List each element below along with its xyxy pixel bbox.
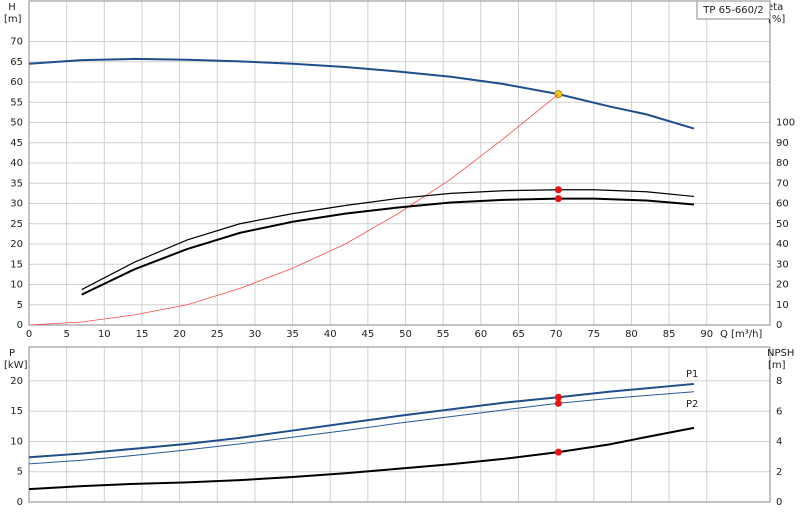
x-tick-label: 30 bbox=[249, 329, 262, 340]
duty-point bbox=[554, 399, 562, 407]
y-tick-label: 30 bbox=[10, 199, 23, 210]
y-tick-label: 20 bbox=[10, 239, 23, 250]
series-label: P2 bbox=[686, 399, 698, 410]
y2-tick-label: 8 bbox=[776, 376, 782, 387]
y-tick-label: 40 bbox=[10, 158, 23, 169]
y2-axis-unit: [m] bbox=[768, 360, 786, 371]
x-tick-label: 25 bbox=[211, 329, 224, 340]
y-tick-label: 10 bbox=[10, 280, 23, 291]
y-tick-label: 15 bbox=[10, 259, 23, 270]
y2-tick-label: 40 bbox=[776, 239, 789, 250]
y-tick-label: 55 bbox=[10, 97, 23, 108]
series-line bbox=[28, 57, 695, 130]
x-tick-label: 85 bbox=[663, 329, 676, 340]
y-tick-label: 35 bbox=[10, 178, 23, 189]
x-tick-label: 5 bbox=[63, 329, 69, 340]
x-tick-label: 15 bbox=[136, 329, 149, 340]
x-tick-label: 90 bbox=[700, 329, 713, 340]
duty-point bbox=[554, 195, 562, 203]
duty-point bbox=[554, 448, 562, 456]
x-tick-label: 75 bbox=[587, 329, 600, 340]
y2-tick-label: 50 bbox=[776, 219, 789, 230]
y2-tick-label: 4 bbox=[776, 437, 782, 448]
y-tick-label: 5 bbox=[17, 467, 23, 478]
x-tick-label: 70 bbox=[550, 329, 563, 340]
duty-point bbox=[554, 393, 562, 401]
y2-axis-label: NPSH bbox=[767, 348, 794, 359]
y2-tick-label: 80 bbox=[776, 158, 789, 169]
x-tick-label: 0 bbox=[26, 329, 32, 340]
y-axis-unit: [m] bbox=[4, 14, 22, 25]
y2-tick-label: 100 bbox=[776, 118, 795, 129]
y-axis-label: H bbox=[8, 2, 16, 13]
x-tick-label: 40 bbox=[324, 329, 337, 340]
y2-tick-label: 60 bbox=[776, 199, 789, 210]
y-tick-label: 70 bbox=[10, 37, 23, 48]
y2-tick-label: 70 bbox=[776, 178, 789, 189]
x-tick-label: 60 bbox=[474, 329, 487, 340]
y-axis-label: P bbox=[9, 348, 15, 359]
y-tick-label: 65 bbox=[10, 57, 23, 68]
series-line bbox=[28, 426, 695, 491]
plot-frame bbox=[28, 0, 771, 326]
y2-tick-label: 30 bbox=[776, 259, 789, 270]
y2-axis-label: eta bbox=[767, 2, 783, 13]
title-box bbox=[696, 0, 771, 20]
y-tick-label: 15 bbox=[10, 406, 23, 417]
y2-tick-label: 0 bbox=[776, 497, 782, 508]
plot-frame bbox=[28, 346, 771, 503]
y-tick-label: 0 bbox=[17, 320, 23, 331]
y-axis-unit: [kW] bbox=[4, 360, 28, 371]
y2-axis-unit: [%] bbox=[768, 14, 785, 25]
series-line bbox=[81, 197, 695, 296]
y-tick-label: 0 bbox=[17, 497, 23, 508]
series-line bbox=[81, 189, 695, 291]
x-tick-label: 35 bbox=[286, 329, 299, 340]
y2-tick-label: 0 bbox=[776, 320, 782, 331]
series-line bbox=[28, 93, 559, 326]
x-tick-label: 10 bbox=[98, 329, 111, 340]
y-tick-label: 60 bbox=[10, 77, 23, 88]
x-tick-label: 20 bbox=[173, 329, 186, 340]
y-tick-label: 5 bbox=[17, 300, 23, 311]
duty-point bbox=[554, 186, 562, 194]
x-tick-label: 55 bbox=[437, 329, 450, 340]
y-tick-label: 25 bbox=[10, 219, 23, 230]
x-tick-label: 65 bbox=[512, 329, 525, 340]
x-tick-label: 80 bbox=[625, 329, 638, 340]
x-tick-label: 45 bbox=[362, 329, 375, 340]
series-label: P1 bbox=[686, 369, 698, 380]
x-tick-label: 50 bbox=[399, 329, 412, 340]
y2-tick-label: 6 bbox=[776, 406, 782, 417]
y-tick-label: 50 bbox=[10, 118, 23, 129]
y2-tick-label: 90 bbox=[776, 138, 789, 149]
y2-tick-label: 20 bbox=[776, 280, 789, 291]
y2-tick-label: 10 bbox=[776, 300, 789, 311]
y-tick-label: 10 bbox=[10, 436, 23, 447]
y2-tick-label: 2 bbox=[776, 467, 782, 478]
y-tick-label: 45 bbox=[10, 138, 23, 149]
chart-title: TP 65-660/2 bbox=[702, 5, 763, 16]
x-axis-label: Q [m³/h] bbox=[720, 329, 762, 340]
y-tick-label: 20 bbox=[10, 376, 23, 387]
